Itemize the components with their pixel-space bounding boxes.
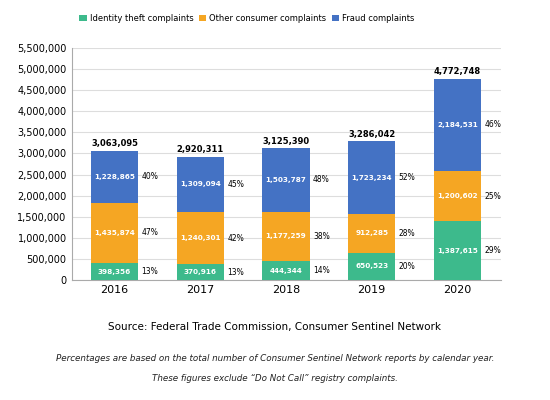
Text: 1,177,259: 1,177,259 bbox=[266, 234, 306, 240]
Text: 1,240,301: 1,240,301 bbox=[180, 235, 221, 241]
Text: 46%: 46% bbox=[485, 120, 501, 129]
Text: 2,920,311: 2,920,311 bbox=[177, 146, 224, 154]
Text: 38%: 38% bbox=[313, 232, 330, 241]
Text: 1,228,865: 1,228,865 bbox=[94, 174, 135, 180]
Bar bbox=[348, 141, 395, 214]
Text: These figures exclude “Do Not Call” registry complaints.: These figures exclude “Do Not Call” regi… bbox=[152, 374, 398, 383]
Bar bbox=[262, 212, 310, 261]
Text: Percentages are based on the total number of Consumer Sentinel Network reports b: Percentages are based on the total numbe… bbox=[56, 354, 494, 363]
Text: 370,916: 370,916 bbox=[184, 269, 217, 275]
Bar bbox=[262, 261, 310, 280]
Text: 52%: 52% bbox=[399, 173, 415, 182]
Text: 1,503,787: 1,503,787 bbox=[266, 177, 306, 183]
Text: 13%: 13% bbox=[141, 267, 158, 276]
Bar bbox=[434, 79, 481, 171]
Text: 3,063,095: 3,063,095 bbox=[91, 140, 138, 148]
Bar bbox=[348, 252, 395, 280]
Text: 25%: 25% bbox=[485, 192, 501, 201]
Bar bbox=[348, 214, 395, 252]
Legend: Identity theft complaints, Other consumer complaints, Fraud complaints: Identity theft complaints, Other consume… bbox=[76, 10, 418, 26]
Text: 1,309,094: 1,309,094 bbox=[180, 182, 221, 188]
Text: 3,286,042: 3,286,042 bbox=[348, 130, 395, 139]
Bar bbox=[91, 151, 138, 203]
Bar bbox=[177, 264, 224, 280]
Text: Source: Federal Trade Commission, Consumer Sentinel Network: Source: Federal Trade Commission, Consum… bbox=[108, 322, 442, 332]
Text: 1,435,874: 1,435,874 bbox=[94, 230, 135, 236]
Text: 1,200,602: 1,200,602 bbox=[437, 193, 478, 199]
Bar bbox=[262, 148, 310, 212]
Text: 29%: 29% bbox=[485, 246, 501, 255]
Bar bbox=[177, 212, 224, 264]
Text: 42%: 42% bbox=[227, 234, 244, 243]
Text: 20%: 20% bbox=[399, 262, 415, 271]
Text: 40%: 40% bbox=[141, 172, 158, 181]
Text: 45%: 45% bbox=[227, 180, 244, 189]
Text: 398,356: 398,356 bbox=[98, 268, 131, 274]
Bar bbox=[434, 222, 481, 280]
Text: 2,184,531: 2,184,531 bbox=[437, 122, 478, 128]
Bar bbox=[434, 171, 481, 222]
Text: 1,387,615: 1,387,615 bbox=[437, 248, 478, 254]
Text: 28%: 28% bbox=[399, 229, 415, 238]
Text: 1,723,234: 1,723,234 bbox=[351, 175, 392, 181]
Bar bbox=[91, 203, 138, 263]
Text: 650,523: 650,523 bbox=[355, 263, 388, 269]
Text: 48%: 48% bbox=[313, 175, 330, 184]
Text: 4,772,748: 4,772,748 bbox=[434, 67, 481, 76]
Text: 912,285: 912,285 bbox=[355, 230, 388, 236]
Bar bbox=[91, 263, 138, 280]
Text: 3,125,390: 3,125,390 bbox=[262, 137, 310, 146]
Bar bbox=[177, 157, 224, 212]
Text: 14%: 14% bbox=[313, 266, 330, 275]
Text: 13%: 13% bbox=[227, 268, 244, 277]
Text: 47%: 47% bbox=[141, 228, 158, 238]
Text: 444,344: 444,344 bbox=[270, 268, 302, 274]
